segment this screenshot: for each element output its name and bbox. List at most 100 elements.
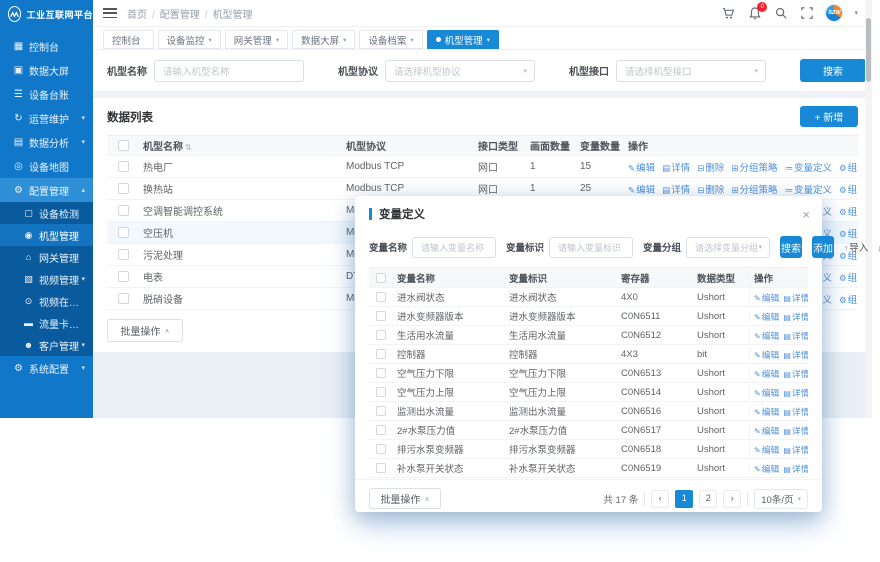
row-checkbox[interactable] xyxy=(376,349,386,359)
row-action-link[interactable]: ✎编辑 xyxy=(754,387,780,398)
row-action-link[interactable]: ✎编辑 xyxy=(628,184,656,196)
add-button[interactable]: + 新增 xyxy=(800,106,858,127)
row-checkbox[interactable] xyxy=(376,292,386,302)
prev-page-button[interactable]: ‹ xyxy=(651,489,670,508)
row-action-link[interactable]: ⊞分组策略 xyxy=(731,184,778,196)
row-action-link[interactable]: ▤详情 xyxy=(662,184,691,196)
row-checkbox[interactable] xyxy=(117,271,129,282)
sidebar-item[interactable]: ◉ 机型管理 xyxy=(0,224,93,246)
menu-toggle-icon[interactable] xyxy=(103,8,117,18)
row-action-link[interactable]: ✎编辑 xyxy=(754,292,780,303)
row-checkbox[interactable] xyxy=(376,387,386,397)
row-action-link[interactable]: ⚙组态定义 xyxy=(838,228,858,240)
sidebar-item[interactable]: ▦ 控制台 xyxy=(0,34,93,58)
row-checkbox[interactable] xyxy=(376,330,386,340)
row-action-link[interactable]: ▤详情 xyxy=(783,368,808,379)
filter-input[interactable]: 请选择机型接口 ▾ xyxy=(616,59,766,82)
row-action-link[interactable]: ⚙组态定义 xyxy=(838,206,858,218)
row-action-link[interactable]: ✎编辑 xyxy=(754,311,780,322)
row-checkbox[interactable] xyxy=(376,368,386,378)
sidebar-item[interactable]: ▧ 视频管理 ▾ xyxy=(0,268,93,290)
row-action-link[interactable]: ▤详情 xyxy=(662,162,691,174)
row-action-link[interactable]: ✎编辑 xyxy=(754,330,780,341)
import-export-link[interactable]: ↓导出 xyxy=(877,240,880,254)
select-all-checkbox[interactable] xyxy=(117,140,129,151)
row-action-link[interactable]: ▤详情 xyxy=(783,444,808,455)
scrollbar-thumb[interactable] xyxy=(866,18,871,82)
row-action-link[interactable]: ✎编辑 xyxy=(754,425,780,436)
page-tab[interactable]: 数据大屏 ▾ xyxy=(292,30,356,49)
page-tab[interactable]: 机型管理 ▾ xyxy=(426,30,499,49)
tab-caret-icon[interactable]: ▾ xyxy=(208,36,212,44)
modal-search-button[interactable]: 搜索 xyxy=(780,236,803,258)
sidebar-item[interactable]: ▬ 流量卡管理 xyxy=(0,312,93,334)
row-checkbox[interactable] xyxy=(117,293,129,304)
row-checkbox[interactable] xyxy=(376,463,386,473)
filter-input[interactable]: 请输入变量名称 xyxy=(412,236,497,258)
row-action-link[interactable]: ▤详情 xyxy=(783,292,808,303)
import-export-link[interactable]: ↑导入 xyxy=(844,243,869,254)
row-action-link[interactable]: ▤详情 xyxy=(783,425,808,436)
window-scrollbar[interactable] xyxy=(865,0,872,418)
breadcrumb-item[interactable]: 首页 xyxy=(127,9,147,21)
row-checkbox[interactable] xyxy=(376,425,386,435)
tab-caret-icon[interactable]: ▾ xyxy=(343,36,347,44)
row-action-link[interactable]: ✎编辑 xyxy=(754,463,780,474)
breadcrumb-item[interactable]: 机型管理 xyxy=(200,6,253,21)
row-action-link[interactable]: ✎编辑 xyxy=(754,406,780,417)
row-action-link[interactable]: ▤详情 xyxy=(783,330,808,341)
sidebar-item[interactable]: ☻ 客户管理 ▾ xyxy=(0,334,93,356)
page-number-button[interactable]: 1 xyxy=(675,489,694,508)
user-menu-caret-icon[interactable]: ▾ xyxy=(854,10,858,17)
search-icon[interactable] xyxy=(773,6,788,21)
select-all-checkbox[interactable] xyxy=(376,272,386,283)
sidebar-item[interactable]: ⚙ 系统配置 ▾ xyxy=(0,356,93,380)
fullscreen-icon[interactable] xyxy=(799,6,814,21)
filter-input[interactable]: 请选择机型协议 ▾ xyxy=(385,59,535,82)
row-action-link[interactable]: ✎编辑 xyxy=(628,162,656,174)
sidebar-item[interactable]: ▤ 数据分析 ▾ xyxy=(0,130,93,154)
sidebar-item[interactable]: ⊙ 视频在线监控 xyxy=(0,290,93,312)
row-action-link[interactable]: ⊟删除 xyxy=(697,162,725,174)
row-action-link[interactable]: ≔变量定义 xyxy=(784,184,832,196)
row-action-link[interactable]: ⚙组态定义 xyxy=(838,272,858,284)
row-action-link[interactable]: ⊟删除 xyxy=(697,184,725,196)
page-size-select[interactable]: 10条/页 ▾ xyxy=(754,488,808,509)
row-action-link[interactable]: ⊞分组策略 xyxy=(731,162,778,174)
row-action-link[interactable]: ▤详情 xyxy=(783,311,808,322)
sidebar-item[interactable]: ⚙ 配置管理 ▴ xyxy=(0,178,93,202)
close-icon[interactable]: × xyxy=(802,206,810,222)
row-checkbox[interactable] xyxy=(117,249,129,260)
sidebar-item[interactable]: ↻ 运营维护 ▾ xyxy=(0,106,93,130)
batch-action-button[interactable]: 批量操作 ∧ xyxy=(107,319,183,342)
row-checkbox[interactable] xyxy=(117,227,129,238)
row-action-link[interactable]: ✎编辑 xyxy=(754,444,780,455)
page-tab[interactable]: 控制台 xyxy=(103,30,154,49)
row-action-link[interactable]: ⚙组态定义 xyxy=(838,184,858,196)
sidebar-item[interactable]: ☰ 设备台账 xyxy=(0,82,93,106)
row-checkbox[interactable] xyxy=(117,161,129,172)
avatar[interactable]: SZW xyxy=(825,4,844,22)
bell-icon[interactable]: 0 xyxy=(747,1,768,21)
tab-caret-icon[interactable]: ▾ xyxy=(410,36,414,44)
cart-icon[interactable] xyxy=(721,6,736,21)
page-number-button[interactable]: 2 xyxy=(699,489,718,508)
tab-caret-icon[interactable]: ▾ xyxy=(275,36,280,44)
page-tab[interactable]: 设备监控 ▾ xyxy=(157,30,221,49)
row-checkbox[interactable] xyxy=(376,311,386,321)
next-page-button[interactable]: › xyxy=(723,489,742,508)
sort-icon[interactable]: ⇅ xyxy=(185,143,192,152)
search-button[interactable]: 搜索 xyxy=(800,59,866,82)
row-action-link[interactable]: ▤详情 xyxy=(783,349,808,360)
filter-input[interactable]: 请输入机型名称 xyxy=(154,59,304,82)
row-checkbox[interactable] xyxy=(117,205,129,216)
page-tab[interactable]: 网关管理 ▾ xyxy=(224,30,289,49)
page-tab[interactable]: 设备档案 ▾ xyxy=(359,30,423,49)
row-action-link[interactable]: ⚙组态定义 xyxy=(838,250,858,262)
tab-caret-icon[interactable]: ▾ xyxy=(486,36,490,44)
filter-input[interactable]: 请选择变量分组 ▾ xyxy=(686,236,771,258)
row-checkbox[interactable] xyxy=(117,183,129,194)
sidebar-item[interactable]: ▣ 数据大屏 xyxy=(0,58,93,82)
row-action-link[interactable]: ⚙组态定义 xyxy=(838,294,858,306)
filter-input[interactable]: 请输入变量标识 xyxy=(549,236,634,258)
